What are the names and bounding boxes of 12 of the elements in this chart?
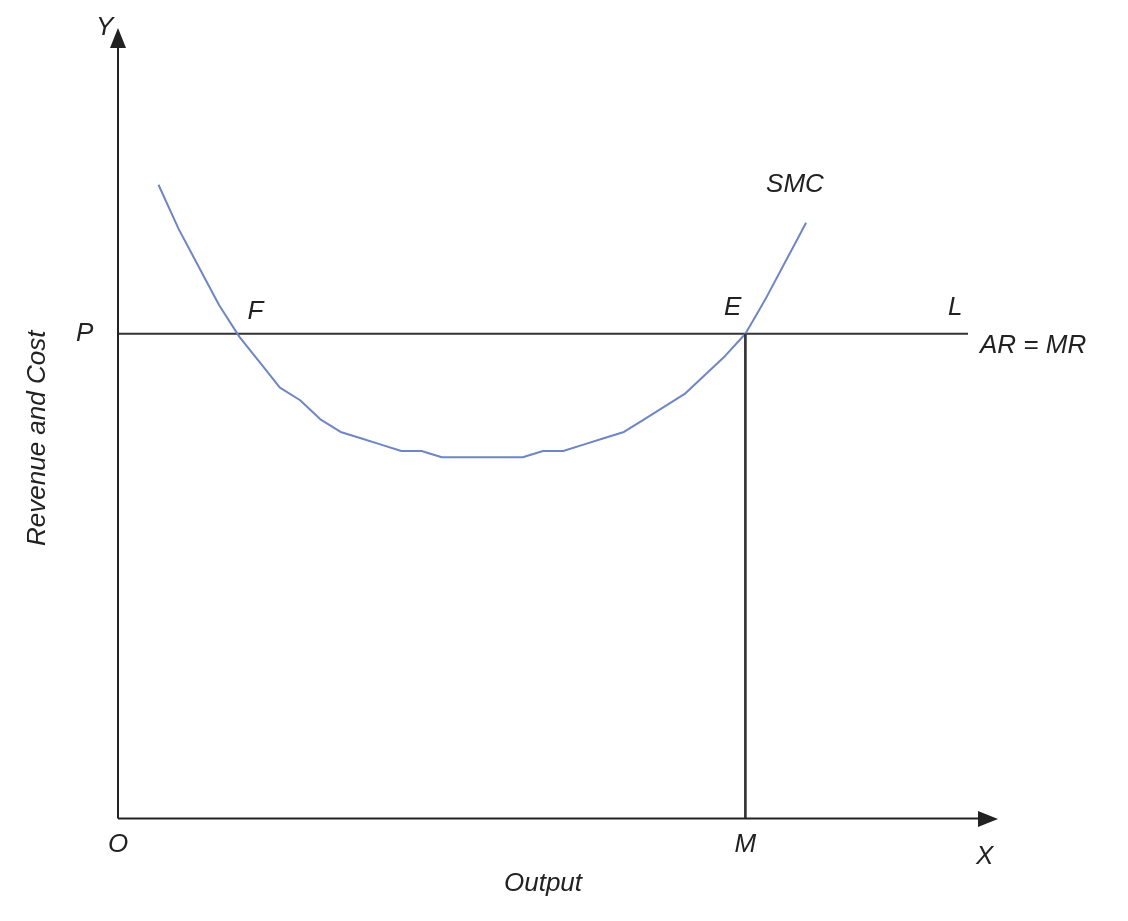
x-tick-label: O <box>107 828 129 859</box>
annotation: E <box>724 290 743 321</box>
x-tick-label: M <box>734 828 757 859</box>
annotation: F <box>247 294 266 325</box>
text: Y <box>96 11 115 42</box>
text: X <box>975 839 995 870</box>
annotation: L <box>948 290 963 321</box>
x-axis-title: Output <box>503 866 584 897</box>
y-axis-title: Revenue and Cost <box>20 328 51 546</box>
series-label: SMC <box>766 168 825 199</box>
series-label: AR = MR <box>978 328 1087 359</box>
text: P <box>76 316 94 347</box>
